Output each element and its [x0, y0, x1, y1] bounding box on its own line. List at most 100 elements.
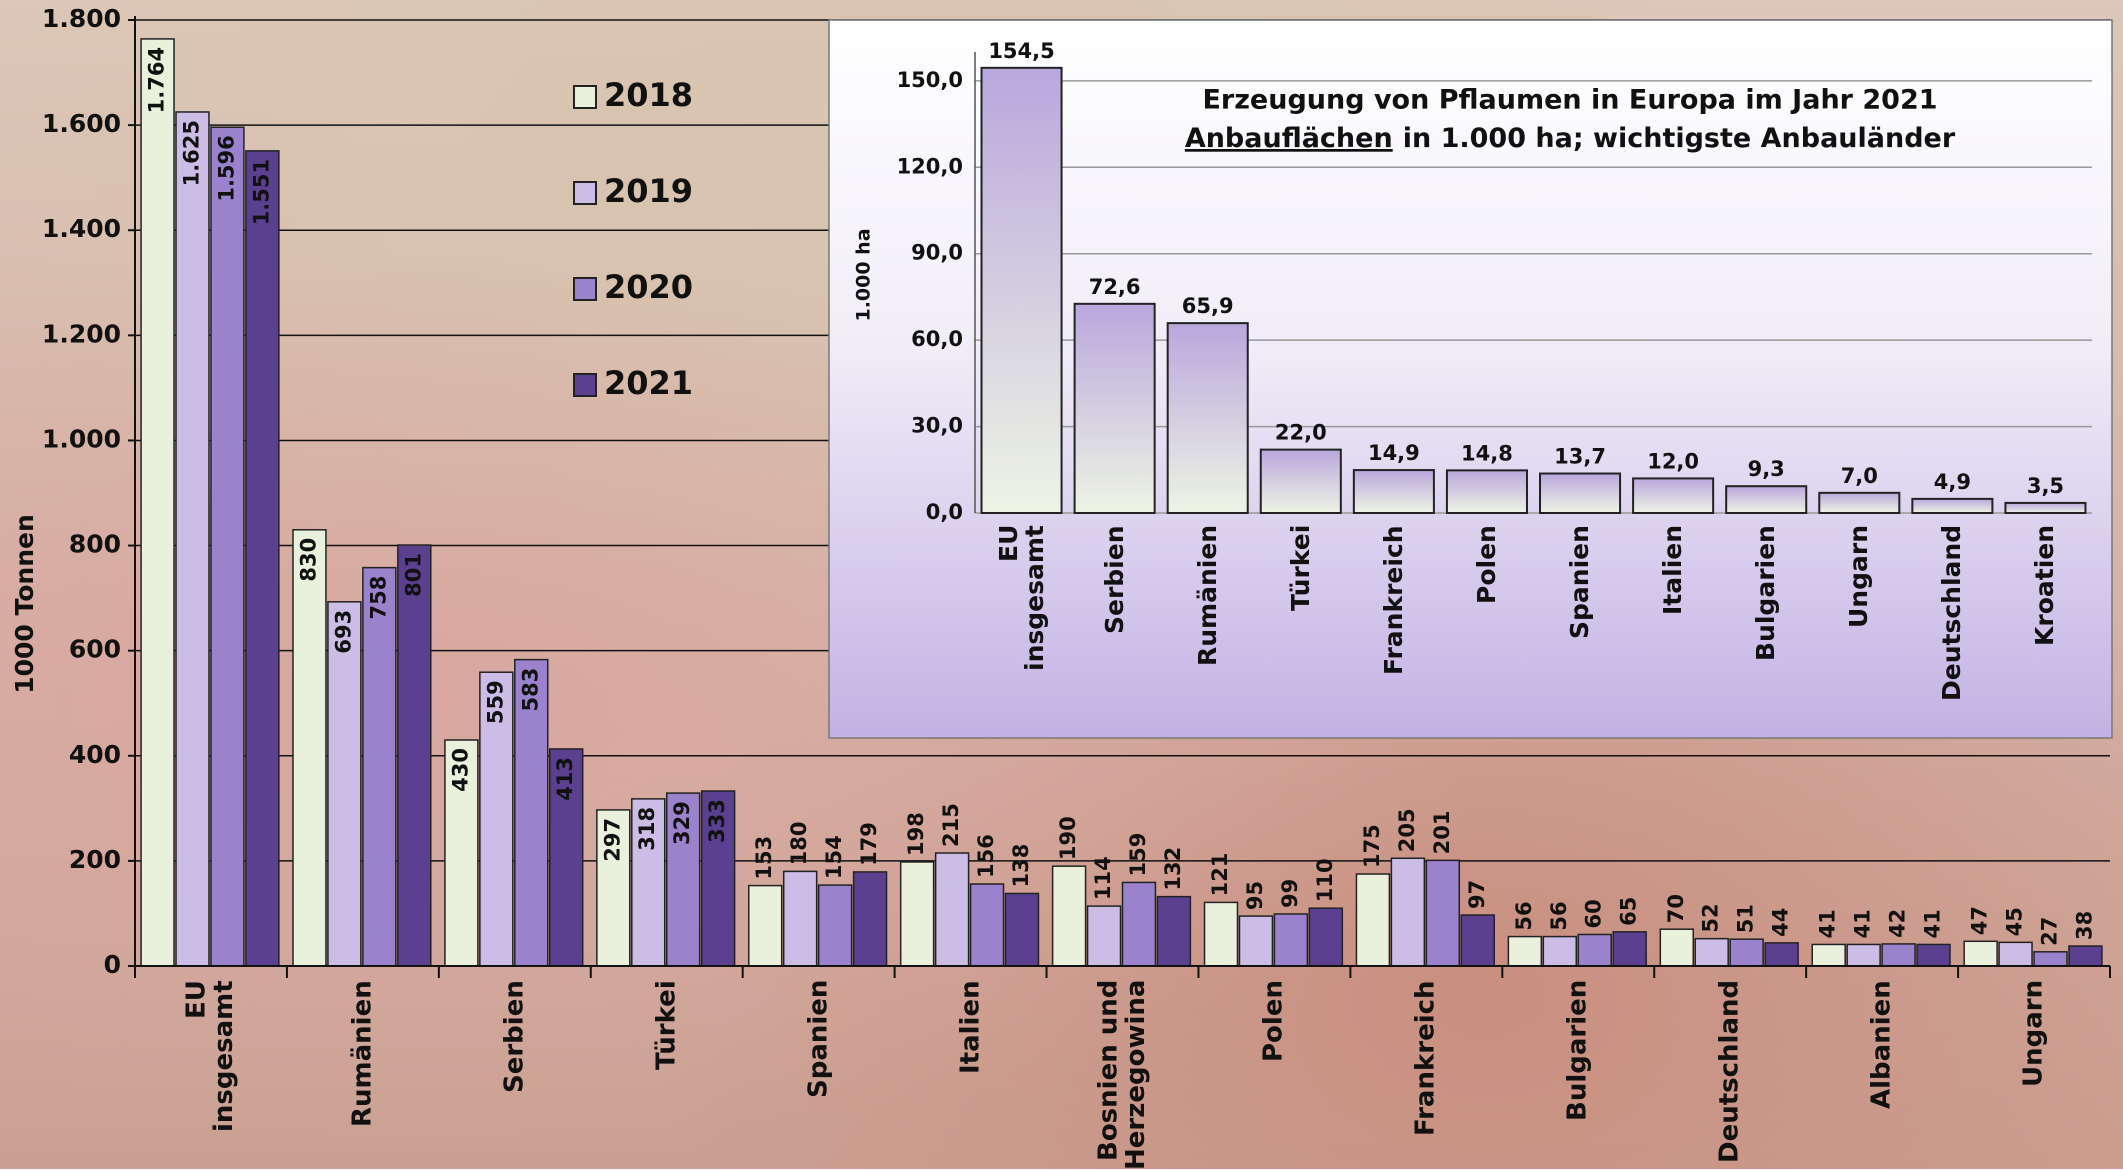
x-tick-label: EU insgesamt [184, 980, 239, 1170]
value-label: 65 [1617, 897, 1641, 926]
value-label: 9,3 [1748, 457, 1785, 481]
bar [1088, 906, 1121, 966]
x-tick-label: Bosnien und Herzegowina [1095, 980, 1150, 1170]
bar [971, 884, 1004, 966]
value-label: 758 [366, 576, 390, 620]
value-label: 41 [1851, 909, 1875, 938]
x-tick-label: EU insgesamt [995, 525, 1048, 710]
y-axis-title: 1.000 ha [853, 228, 875, 321]
bar [1964, 941, 1997, 966]
bar [293, 530, 326, 966]
value-label: 52 [1699, 903, 1723, 932]
value-label: 205 [1395, 808, 1419, 852]
value-label: 56 [1547, 901, 1571, 930]
y-tick-label: 1.200 [42, 319, 121, 348]
y-tick-label: 0,0 [926, 500, 963, 524]
subtitle-part: in 1.000 ha; wichtigste Anbauländer [1403, 123, 1956, 154]
value-label: 1.551 [249, 159, 273, 225]
bar [1730, 939, 1763, 966]
y-tick-label: 30,0 [911, 414, 963, 438]
value-label: 14,9 [1368, 441, 1420, 465]
value-label: 38 [2072, 911, 2096, 940]
bar [2034, 952, 2067, 966]
bar [784, 871, 817, 966]
bar [363, 568, 396, 966]
y-tick-label: 1.600 [42, 109, 121, 138]
value-label: 45 [2003, 907, 2027, 936]
bar [936, 853, 969, 966]
bar [1261, 450, 1341, 513]
value-label: 329 [670, 801, 694, 845]
value-label: 114 [1091, 856, 1115, 900]
legend-label: 2019 [604, 172, 693, 210]
bar [1391, 858, 1424, 966]
value-label: 41 [1921, 909, 1945, 938]
inset-subtitle: Anbauflächenin 1.000 ha; wichtigste Anba… [1185, 123, 1956, 154]
y-tick-label: 200 [69, 845, 121, 874]
bar [854, 872, 887, 966]
value-label: 60 [1582, 899, 1606, 928]
bar [1157, 897, 1190, 966]
bar [901, 862, 934, 966]
y-tick-label: 0 [104, 950, 121, 979]
bar [1660, 929, 1693, 966]
value-label: 27 [2038, 917, 2062, 946]
value-label: 154,5 [988, 39, 1054, 63]
bar [1006, 893, 1039, 966]
bar [176, 112, 209, 966]
bar [2069, 946, 2102, 966]
bar [1765, 943, 1798, 966]
x-tick-label: Ungarn [1846, 525, 1872, 710]
y-tick-label: 60,0 [911, 327, 963, 351]
y-tick-label: 1.000 [42, 424, 121, 453]
bar [1540, 474, 1620, 513]
value-label: 44 [1769, 908, 1793, 937]
value-label: 1.596 [214, 135, 238, 201]
value-label: 830 [296, 538, 320, 582]
bar [211, 127, 244, 966]
value-label: 801 [401, 553, 425, 597]
value-label: 4,9 [1934, 470, 1971, 494]
chart: 02004006008001.0001.2001.4001.6001.80010… [0, 0, 2123, 1169]
value-label: 99 [1278, 879, 1302, 908]
bar [1999, 942, 2032, 966]
value-label: 179 [857, 822, 881, 866]
bar [1847, 944, 1880, 966]
bar [1912, 499, 1992, 513]
y-tick-label: 800 [69, 530, 121, 559]
y-tick-label: 1.400 [42, 214, 121, 243]
value-label: 72,6 [1089, 275, 1141, 299]
bar [1447, 470, 1527, 513]
value-label: 190 [1056, 816, 1080, 860]
legend-swatch [574, 86, 596, 108]
bar [328, 602, 361, 966]
value-label: 1.764 [145, 47, 169, 113]
value-label: 1.625 [179, 120, 203, 186]
value-label: 7,0 [1841, 464, 1878, 488]
value-label: 201 [1430, 811, 1454, 855]
value-label: 12,0 [1647, 449, 1699, 473]
value-label: 132 [1161, 847, 1185, 891]
bar [1508, 937, 1541, 966]
value-label: 51 [1734, 904, 1758, 933]
value-label: 693 [331, 610, 355, 654]
x-tick-label: Spanien [805, 980, 832, 1170]
legend-swatch [574, 374, 596, 396]
bar [1426, 860, 1459, 966]
value-label: 42 [1886, 909, 1910, 938]
page: 02004006008001.0001.2001.4001.6001.80010… [0, 0, 2123, 1169]
value-label: 56 [1512, 901, 1536, 930]
bar [1168, 323, 1248, 513]
value-label: 65,9 [1182, 294, 1234, 318]
value-label: 583 [518, 668, 542, 712]
value-label: 13,7 [1554, 445, 1606, 469]
legend-swatch [574, 182, 596, 204]
bar [1123, 882, 1156, 966]
inset-title: Erzeugung von Pflaumen in Europa im Jahr… [1202, 85, 1937, 116]
value-label: 41 [1816, 909, 1840, 938]
bar [1543, 937, 1576, 966]
value-label: 22,0 [1275, 421, 1327, 445]
x-tick-label: Bulgarien [1565, 980, 1592, 1170]
bar [1578, 934, 1611, 966]
x-tick-label: Serbien [501, 980, 528, 1170]
